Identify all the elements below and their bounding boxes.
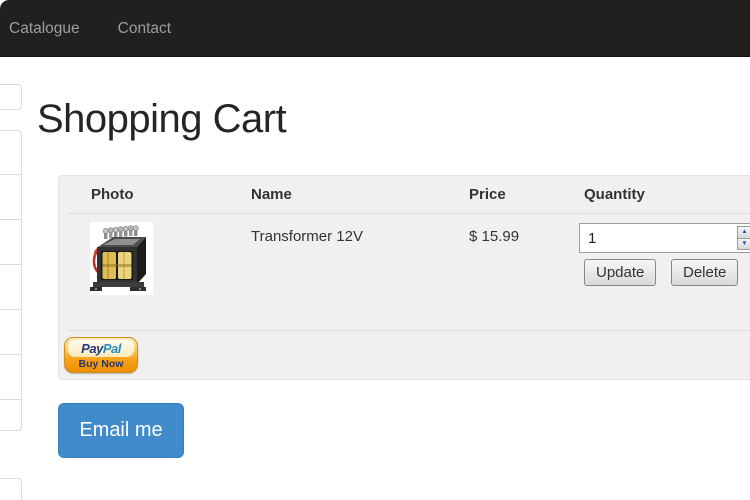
product-price: $ 15.99: [469, 228, 520, 245]
sidebar-list-divider: [0, 219, 21, 220]
paypal-logo-pay: Pay: [81, 341, 103, 356]
transformer-product-photo: [90, 222, 153, 295]
screw-terminals: [102, 225, 139, 239]
cart-table: Photo Name Price Quantity: [58, 175, 750, 380]
spinner-up-icon[interactable]: ▲: [737, 226, 750, 238]
update-button[interactable]: Update: [584, 259, 657, 286]
navbar: Catalogue Contact: [0, 0, 750, 57]
sidebar-category-list[interactable]: [0, 130, 22, 431]
sidebar-list-divider: [0, 174, 21, 175]
email-me-button[interactable]: Email me: [58, 403, 184, 458]
column-header-quantity: Quantity: [584, 186, 645, 203]
column-header-name: Name: [251, 186, 292, 203]
nav-link-catalogue[interactable]: Catalogue: [9, 19, 80, 37]
column-header-photo: Photo: [91, 186, 134, 203]
paypal-logo-pal: Pal: [102, 341, 122, 356]
quantity-input[interactable]: [579, 223, 750, 253]
paypal-buy-now-button[interactable]: Pay Pal Buy Now: [64, 337, 138, 373]
sidebar-list-divider: [0, 264, 21, 265]
nav-link-contact[interactable]: Contact: [117, 19, 172, 37]
quantity-spinner[interactable]: ▲ ▼: [737, 226, 750, 250]
delete-button[interactable]: Delete: [671, 259, 739, 286]
sidebar-fragment-top: [0, 84, 22, 110]
column-header-price: Price: [469, 186, 506, 203]
table-header-divider: [68, 213, 750, 214]
table-row-divider: [68, 330, 750, 331]
sidebar-list-divider: [0, 399, 21, 400]
paypal-logo: Pay Pal: [68, 340, 134, 357]
paypal-caption: Buy Now: [78, 358, 124, 370]
page-title: Shopping Cart: [37, 97, 287, 141]
sidebar-list-divider: [0, 354, 21, 355]
quantity-field-group: ▲ ▼: [579, 223, 750, 253]
product-name: Transformer 12V: [251, 228, 363, 245]
sidebar-fragment-bottom: [0, 478, 22, 500]
sidebar-list-divider: [0, 309, 21, 310]
spinner-down-icon[interactable]: ▼: [737, 237, 750, 250]
